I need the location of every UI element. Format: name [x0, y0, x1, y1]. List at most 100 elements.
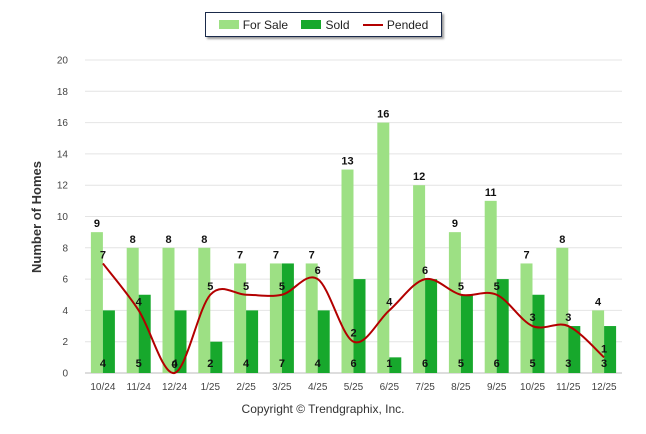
legend-label-sold: Sold	[325, 17, 350, 32]
bar-for-sale	[162, 247, 175, 373]
label-sold: 5	[529, 358, 535, 370]
label-sold: 6	[494, 358, 500, 370]
label-pended: 5	[207, 281, 213, 293]
y-tick-label: 18	[57, 87, 69, 98]
bar-for-sale	[305, 263, 318, 373]
label-for-sale: 7	[309, 249, 315, 261]
label-sold: 6	[422, 358, 428, 370]
bar-sold	[389, 357, 402, 373]
label-for-sale: 7	[523, 249, 529, 261]
label-pended: 3	[565, 312, 571, 324]
y-tick-label: 16	[57, 118, 69, 129]
x-tick-label: 2/25	[236, 382, 256, 393]
y-axis-title: Number of Homes	[29, 161, 44, 273]
bar-sold	[532, 294, 545, 373]
label-sold: 4	[315, 358, 322, 370]
x-tick-label: 12/25	[592, 382, 617, 393]
label-for-sale: 13	[341, 156, 353, 168]
y-tick-label: 20	[57, 56, 69, 67]
legend-item-pended[interactable]: Pended	[362, 17, 429, 32]
label-sold: 5	[458, 358, 464, 370]
bar-sold	[102, 310, 115, 373]
label-sold: 1	[386, 358, 392, 370]
x-tick-label: 7/25	[415, 382, 435, 393]
label-pended: 5	[458, 281, 464, 293]
label-for-sale: 9	[452, 218, 458, 230]
label-for-sale: 8	[130, 234, 136, 246]
x-tick-label: 9/25	[487, 382, 507, 393]
x-tick-label: 4/25	[308, 382, 328, 393]
sold-swatch	[301, 20, 322, 29]
bar-for-sale	[341, 169, 354, 373]
label-sold: 5	[136, 358, 142, 370]
y-tick-label: 4	[62, 306, 68, 317]
label-sold: 7	[279, 358, 285, 370]
bar-for-sale	[520, 263, 533, 373]
label-pended: 1	[601, 343, 607, 355]
for-sale-swatch	[218, 20, 239, 29]
label-sold: 3	[565, 358, 571, 370]
y-tick-label: 14	[57, 149, 69, 160]
y-tick-label: 8	[62, 243, 68, 254]
label-for-sale: 11	[485, 187, 497, 199]
label-pended: 0	[171, 359, 177, 371]
label-for-sale: 8	[201, 234, 207, 246]
label-pended: 6	[315, 265, 321, 277]
label-for-sale: 4	[595, 296, 602, 308]
label-sold: 4	[100, 358, 107, 370]
bar-sold	[210, 341, 223, 373]
bar-sold	[246, 310, 259, 373]
bar-for-sale	[234, 263, 247, 373]
bar-for-sale	[592, 310, 605, 373]
label-sold: 4	[243, 358, 250, 370]
bar-sold	[425, 279, 438, 373]
bar-for-sale	[126, 247, 139, 373]
bar-for-sale	[484, 200, 497, 373]
bar-for-sale	[198, 247, 211, 373]
legend-label-pended: Pended	[386, 17, 429, 32]
x-tick-label: 8/25	[451, 382, 471, 393]
x-tick-label: 6/25	[380, 382, 400, 393]
legend-item-sold[interactable]: Sold	[301, 17, 350, 32]
x-tick-label: 11/24	[127, 382, 152, 393]
label-pended: 3	[529, 312, 535, 324]
bar-sold	[568, 326, 581, 373]
x-tick-label: 5/25	[344, 382, 364, 393]
bar-for-sale	[556, 247, 569, 373]
x-tick-label: 12/24	[162, 382, 187, 393]
bar-for-sale	[90, 232, 103, 373]
label-pended: 6	[422, 265, 428, 277]
label-sold: 4	[171, 358, 178, 370]
y-tick-label: 6	[62, 275, 68, 286]
label-for-sale: 7	[273, 249, 279, 261]
label-for-sale: 8	[165, 234, 171, 246]
x-tick-label: 10/24	[90, 382, 115, 393]
y-tick-label: 12	[57, 181, 69, 192]
bars	[90, 122, 617, 373]
x-tick-label: 1/25	[201, 382, 221, 393]
label-pended: 5	[494, 281, 500, 293]
bar-for-sale	[413, 185, 426, 373]
bar-sold	[604, 326, 617, 373]
bar-for-sale	[269, 263, 282, 373]
x-axis-ticks: 10/24 11/24 12/24 1/25 2/25 3/25 4/25 5/25 6/25 7…	[90, 382, 617, 393]
legend-item-for-sale[interactable]: For Sale	[218, 17, 289, 32]
label-pended: 4	[136, 296, 143, 308]
x-tick-label: 3/25	[272, 382, 292, 393]
bar-sold	[174, 310, 187, 373]
legend: For Sale Sold Pended	[205, 12, 442, 37]
label-pended: 5	[279, 281, 285, 293]
label-for-sale: 8	[559, 234, 565, 246]
label-for-sale: 12	[413, 171, 425, 183]
y-tick-label: 10	[57, 212, 69, 223]
label-for-sale: 9	[94, 218, 100, 230]
legend-label-for-sale: For Sale	[242, 17, 289, 32]
label-sold: 3	[601, 358, 607, 370]
bar-for-sale	[448, 232, 461, 373]
label-pended: 2	[350, 328, 356, 340]
label-pended: 4	[386, 296, 393, 308]
label-for-sale: 16	[377, 109, 389, 121]
bar-sold	[460, 294, 473, 373]
y-axis-ticks: 0 2 4 6 8 10 12 14 16 18 20	[57, 56, 69, 380]
